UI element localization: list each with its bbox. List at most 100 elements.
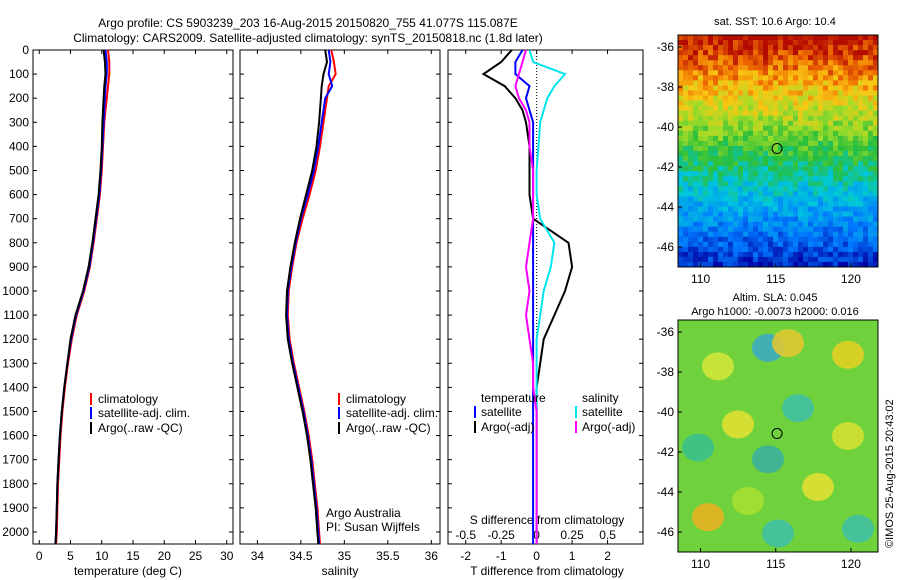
sst-cell: [848, 246, 854, 253]
sst-cell: [723, 75, 729, 81]
sst-cell: [783, 70, 789, 76]
sst-cell: [748, 35, 754, 41]
sst-cell: [708, 145, 714, 152]
sst-cell: [818, 171, 824, 177]
sst-cell: [753, 60, 759, 66]
sst-cell: [853, 70, 859, 76]
sst-cell: [733, 85, 739, 91]
sst-cell: [728, 206, 734, 212]
sst-cell: [818, 206, 824, 212]
sst-cell: [818, 186, 824, 192]
sst-cell: [818, 176, 824, 182]
sst-cell: [813, 231, 819, 238]
sst-cell: [703, 100, 709, 106]
sst-cell: [698, 40, 704, 46]
sst-cell: [773, 251, 779, 258]
sst-cell: [868, 70, 874, 76]
sst-cell: [828, 135, 834, 142]
sst-cell: [873, 140, 879, 147]
sst-cell: [868, 171, 874, 177]
sst-cell: [798, 45, 804, 51]
sst-map: [678, 35, 879, 268]
sst-cell: [758, 156, 764, 162]
sst-cell: [683, 145, 689, 152]
difference-xlabel: T difference from climatology: [470, 564, 624, 578]
sst-cell: [838, 246, 844, 253]
sst-cell: [748, 85, 754, 91]
sst-cell: [713, 256, 719, 263]
sst-cell: [768, 75, 774, 81]
sst-cell: [753, 100, 759, 106]
sst-cell: [708, 191, 714, 197]
sst-cell: [733, 45, 739, 51]
sst-cell: [723, 156, 729, 162]
sst-cell: [823, 166, 829, 172]
legend-label: Argo(-adj): [582, 420, 635, 434]
sst-cell: [803, 90, 809, 96]
sst-cell: [718, 35, 724, 41]
lon-tick-label: 120: [841, 557, 861, 571]
sst-cell: [778, 105, 784, 111]
sst-cell: [768, 50, 774, 56]
profile-location-marker: [771, 143, 783, 155]
sst-cell: [758, 105, 764, 111]
sst-cell: [698, 181, 704, 187]
lat-tick-label: -46: [657, 240, 675, 254]
sst-cell: [738, 45, 744, 51]
sst-cell: [848, 241, 854, 248]
sst-cell: [713, 50, 719, 56]
sst-cell: [793, 120, 799, 127]
sst-cell: [848, 186, 854, 192]
sst-cell: [818, 105, 824, 111]
sst-cell: [793, 196, 799, 202]
sst-cell: [708, 251, 714, 258]
sst-cell: [758, 90, 764, 96]
sst-cell: [733, 226, 739, 232]
sst-cell: [808, 251, 814, 258]
temperature-series: [54, 49, 111, 545]
sst-cell: [758, 196, 764, 202]
sst-cell: [783, 60, 789, 66]
sst-cell: [763, 135, 769, 142]
sst-cell: [838, 60, 844, 66]
sst-cell: [743, 176, 749, 182]
sst-cell: [693, 70, 699, 76]
sst-cell: [848, 196, 854, 202]
sst-cell: [803, 216, 809, 222]
sst-cell: [703, 261, 709, 268]
sst-cell: [818, 95, 824, 101]
sst-cell: [708, 216, 714, 222]
sst-cell: [713, 85, 719, 91]
sst-cell: [698, 236, 704, 243]
sst-cell: [863, 251, 869, 258]
sst-cell: [703, 60, 709, 66]
sst-cell: [868, 176, 874, 182]
sst-cell: [873, 236, 879, 243]
sst-cell: [848, 70, 854, 76]
sst-cell: [723, 45, 729, 51]
sst-cell: [818, 236, 824, 243]
x-tick-label: 15: [126, 549, 140, 563]
sst-cell: [828, 50, 834, 56]
sst-cell: [858, 40, 864, 46]
sst-cell: [863, 75, 869, 81]
sst-cell: [733, 256, 739, 263]
sst-cell: [843, 166, 849, 172]
sst-cell: [738, 196, 744, 202]
sst-cell: [718, 45, 724, 51]
sst-cell: [813, 261, 819, 268]
sst-cell: [853, 231, 859, 238]
sst-cell: [843, 115, 849, 122]
sst-cell: [863, 261, 869, 268]
sst-cell: [688, 171, 694, 177]
sst-cell: [813, 50, 819, 56]
sst-cell: [798, 50, 804, 56]
sst-cell: [693, 156, 699, 162]
sst-cell: [868, 231, 874, 238]
sst-cell: [748, 75, 754, 81]
depth-tick-label: 700: [9, 212, 29, 226]
sst-cell: [828, 166, 834, 172]
sst-cell: [763, 95, 769, 101]
sst-cell: [813, 65, 819, 71]
sst-cell: [733, 186, 739, 192]
